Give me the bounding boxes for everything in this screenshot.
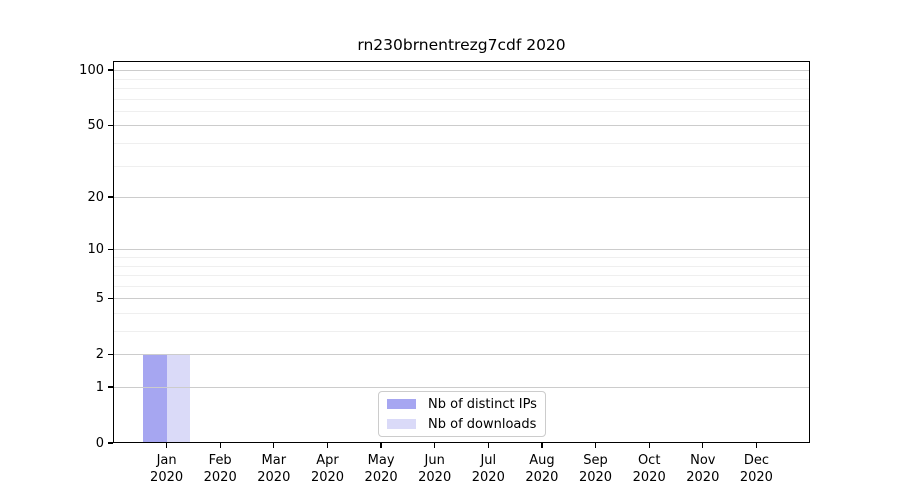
- x-tick-label: Jun 2020: [418, 453, 452, 485]
- y-tick-label: 2: [95, 346, 104, 362]
- gridline-minor: [113, 312, 810, 314]
- x-tick-label: Dec 2020: [739, 453, 773, 485]
- legend-label-downloads: Nb of downloads: [428, 416, 537, 432]
- x-tick-mark: [380, 443, 382, 448]
- plot-area: [113, 61, 810, 443]
- gridline-major: [113, 125, 810, 127]
- gridline-major: [113, 197, 810, 198]
- x-tick-mark: [434, 443, 436, 448]
- x-tick-label: May 2020: [364, 453, 398, 485]
- x-tick-mark: [487, 443, 489, 448]
- gridline-major: [113, 298, 810, 300]
- gridline-minor: [113, 78, 810, 80]
- x-tick-mark: [755, 443, 758, 448]
- bar-nb-of-distinct-ips: [143, 354, 167, 443]
- gridline-minor: [113, 142, 810, 144]
- y-tick-label: 100: [79, 62, 104, 78]
- y-tick-mark: [108, 248, 113, 250]
- x-tick-label: Aug 2020: [525, 453, 559, 485]
- x-tick-label: Apr 2020: [310, 453, 345, 485]
- legend-item-distinct-ips: Nb of distinct IPs: [387, 397, 537, 412]
- plot-frame: [113, 61, 810, 443]
- gridline-minor: [113, 285, 810, 287]
- y-tick-mark: [108, 442, 113, 444]
- y-tick-mark: [108, 124, 113, 126]
- x-tick-mark: [273, 443, 275, 448]
- gridline-major: [113, 387, 810, 388]
- y-tick-label: 10: [87, 241, 104, 257]
- bar-nb-of-downloads: [166, 354, 191, 443]
- gridline-major: [113, 354, 810, 356]
- x-tick-label: Sep 2020: [578, 453, 613, 485]
- gridline-minor: [113, 331, 810, 332]
- x-tick-mark: [541, 443, 543, 448]
- gridline-minor: [113, 87, 810, 89]
- y-tick-label: 1: [95, 379, 104, 395]
- chart-title: rn230brnentrezg7cdf 2020: [357, 36, 566, 54]
- gridline-major: [113, 70, 810, 72]
- gridline-minor: [113, 275, 810, 276]
- legend-label-distinct-ips: Nb of distinct IPs: [428, 396, 537, 412]
- x-tick-mark: [648, 443, 650, 448]
- gridline-minor: [113, 265, 810, 267]
- x-tick-label: Feb 2020: [203, 453, 237, 485]
- y-tick-label: 50: [87, 117, 104, 133]
- x-tick-mark: [594, 443, 597, 448]
- x-tick-mark: [219, 443, 221, 448]
- legend-item-downloads: Nb of downloads: [387, 417, 537, 432]
- gridline-minor: [113, 256, 810, 258]
- x-tick-label: Oct 2020: [632, 453, 666, 485]
- x-tick-label: Jul 2020: [471, 453, 505, 485]
- gridline-minor: [113, 165, 810, 167]
- legend: Nb of distinct IPs Nb of downloads: [378, 391, 546, 437]
- legend-swatch-distinct-ips-icon: [387, 399, 416, 409]
- x-tick-label: Nov 2020: [686, 453, 720, 485]
- gridline-minor: [113, 110, 810, 112]
- y-tick-label: 20: [87, 189, 104, 205]
- legend-swatch-downloads-icon: [387, 419, 416, 429]
- y-tick-label: 5: [95, 290, 104, 306]
- y-tick-mark: [108, 69, 113, 71]
- y-tick-mark: [108, 353, 113, 355]
- y-tick-mark: [108, 196, 113, 198]
- x-tick-label: Mar 2020: [257, 453, 291, 485]
- x-tick-mark: [326, 443, 329, 448]
- x-tick-label: Jan 2020: [150, 453, 184, 485]
- x-tick-mark: [165, 443, 168, 448]
- y-tick-mark: [108, 386, 113, 388]
- gridline-major: [113, 249, 810, 251]
- y-tick-mark: [108, 297, 113, 299]
- gridline-minor: [113, 98, 810, 100]
- y-tick-label: 0: [95, 435, 104, 451]
- x-tick-mark: [702, 443, 704, 448]
